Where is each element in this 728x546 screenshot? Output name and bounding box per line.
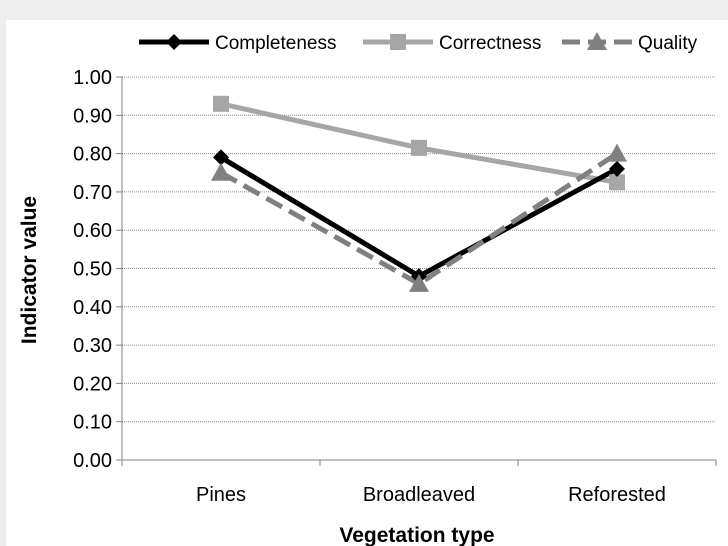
data-point-completeness bbox=[213, 149, 229, 166]
y-tick-label: 1.00 bbox=[73, 67, 112, 89]
y-tick-label: 0.90 bbox=[73, 105, 112, 127]
y-tick-label: 0.80 bbox=[73, 144, 112, 166]
data-point-correctness bbox=[411, 139, 427, 156]
data-point-correctness bbox=[609, 174, 625, 191]
x-tick-label: Reforested bbox=[568, 484, 666, 506]
axes: 0.00 0.10 0.20 0.30 0.40 0.50 0.60 0.70 0.80 0.90… bbox=[73, 67, 717, 506]
x-tick-label: Pines bbox=[196, 484, 246, 506]
y-tick-label: 0.10 bbox=[73, 412, 112, 434]
legend-label: Correctness bbox=[439, 33, 541, 54]
series-line-completeness bbox=[219, 155, 619, 279]
legend-label: Completeness bbox=[215, 33, 336, 54]
y-tick-label: 0.50 bbox=[73, 259, 112, 281]
y-axis-title: Indicator value bbox=[18, 196, 41, 344]
line-chart: 0.00 0.10 0.20 0.30 0.40 0.50 0.60 0.70 0.80 0.90… bbox=[18, 32, 717, 546]
legend-label: Quality bbox=[638, 33, 698, 54]
y-tick-label: 0.20 bbox=[73, 373, 112, 395]
legend: Completeness Correctness Quality bbox=[139, 32, 698, 54]
legend-marker bbox=[587, 32, 607, 50]
y-tick-label: 0.60 bbox=[73, 220, 112, 242]
x-axis-title: Vegetation type bbox=[339, 524, 494, 546]
data-point-quality bbox=[607, 143, 627, 162]
series bbox=[211, 95, 627, 292]
legend-marker bbox=[390, 34, 406, 50]
gridlines bbox=[122, 76, 716, 423]
data-point-quality bbox=[211, 162, 231, 181]
y-tick-label: 0.40 bbox=[73, 297, 112, 319]
legend-marker bbox=[166, 34, 182, 50]
y-tick-label: 0.70 bbox=[73, 182, 112, 204]
chart-panel: 0.00 0.10 0.20 0.30 0.40 0.50 0.60 0.70 0.80 0.90… bbox=[6, 20, 728, 546]
y-tick-label: 0.30 bbox=[73, 335, 112, 357]
data-point-quality bbox=[409, 273, 429, 292]
y-tick-label: 0.00 bbox=[73, 450, 112, 472]
data-point-completeness bbox=[609, 160, 625, 177]
data-point-correctness bbox=[213, 95, 229, 112]
x-tick-label: Broadleaved bbox=[363, 484, 475, 506]
